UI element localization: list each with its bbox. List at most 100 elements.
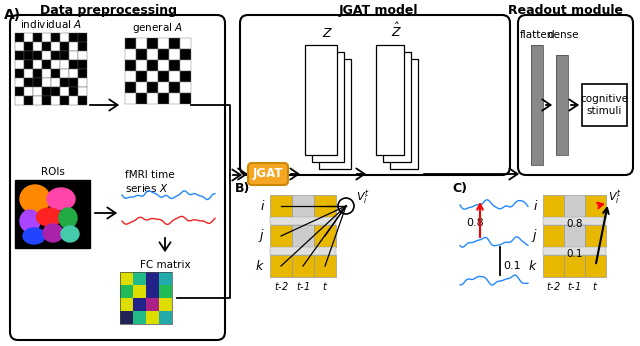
Ellipse shape [43,224,63,242]
Bar [42,78,51,87]
Bar [136,38,147,49]
Bar [24,33,33,42]
Text: $i$: $i$ [532,199,538,213]
Bar [136,93,147,104]
Bar [51,60,60,69]
Bar [78,51,87,60]
Bar [42,87,51,96]
Bar [543,217,606,225]
Text: $V_i^t$: $V_i^t$ [608,189,621,207]
Ellipse shape [59,208,77,228]
Bar [24,69,33,78]
Bar [120,272,172,324]
Bar [78,69,87,78]
Bar [15,60,24,69]
Bar [180,60,191,71]
Bar [15,69,24,78]
Text: JGAT: JGAT [253,167,284,181]
Text: $\hat{Z}$: $\hat{Z}$ [392,22,403,40]
Bar [136,49,147,60]
Bar [78,60,87,69]
Text: $V_i^t$: $V_i^t$ [356,189,370,207]
Bar [390,59,418,169]
Bar [292,225,314,247]
Text: Data preprocessing: Data preprocessing [40,4,177,17]
Bar [69,78,78,87]
Bar [15,51,24,60]
Bar [180,71,191,82]
Bar [543,225,564,247]
Bar [33,78,42,87]
Bar [120,298,133,311]
Bar [15,180,90,248]
Text: $t$-1: $t$-1 [568,280,582,292]
Text: A): A) [4,8,21,22]
Text: ROIs: ROIs [40,167,65,177]
Bar [314,195,336,217]
Bar [312,52,344,162]
Bar [60,78,69,87]
Bar [564,225,585,247]
Bar [314,225,336,247]
Bar [24,60,33,69]
Bar [33,69,42,78]
Bar [15,33,24,42]
Bar [33,87,42,96]
Bar [319,59,351,169]
Text: $t$-1: $t$-1 [296,280,310,292]
Bar [33,42,42,51]
Ellipse shape [36,208,61,226]
Bar [147,60,158,71]
Bar [146,298,159,311]
Bar [585,225,606,247]
Bar [292,255,314,277]
Ellipse shape [61,226,79,242]
Bar [147,49,158,60]
Bar [60,87,69,96]
Bar [42,69,51,78]
Bar [146,285,159,298]
Bar [60,69,69,78]
Text: ...: ... [392,105,403,115]
Bar [169,93,180,104]
Bar [376,45,404,155]
Bar [78,96,87,105]
Bar [125,93,136,104]
Bar [543,255,564,277]
Text: $t$: $t$ [322,280,328,292]
Bar [543,247,606,255]
Bar [146,311,159,324]
Bar [180,93,191,104]
Bar [159,285,172,298]
Text: $Z$: $Z$ [323,27,333,40]
Bar [169,71,180,82]
Bar [24,87,33,96]
Text: 0.1: 0.1 [566,249,582,259]
Bar [292,195,314,217]
Bar [69,87,78,96]
Bar [158,93,169,104]
Bar [564,195,585,217]
Bar [51,33,60,42]
Bar [158,60,169,71]
Bar [125,71,136,82]
Bar [169,60,180,71]
Bar [51,42,60,51]
Bar [78,78,87,87]
Bar [133,311,146,324]
Bar [69,69,78,78]
Text: $j$: $j$ [258,228,265,245]
Text: $i$: $i$ [260,199,265,213]
Bar [564,255,585,277]
Bar [556,55,568,155]
Bar [78,42,87,51]
Bar [180,49,191,60]
Text: B): B) [235,182,250,195]
Bar [60,42,69,51]
Bar [15,87,24,96]
Bar [33,51,42,60]
Bar [169,82,180,93]
Bar [180,82,191,93]
Bar [556,55,568,155]
Bar [120,272,133,285]
